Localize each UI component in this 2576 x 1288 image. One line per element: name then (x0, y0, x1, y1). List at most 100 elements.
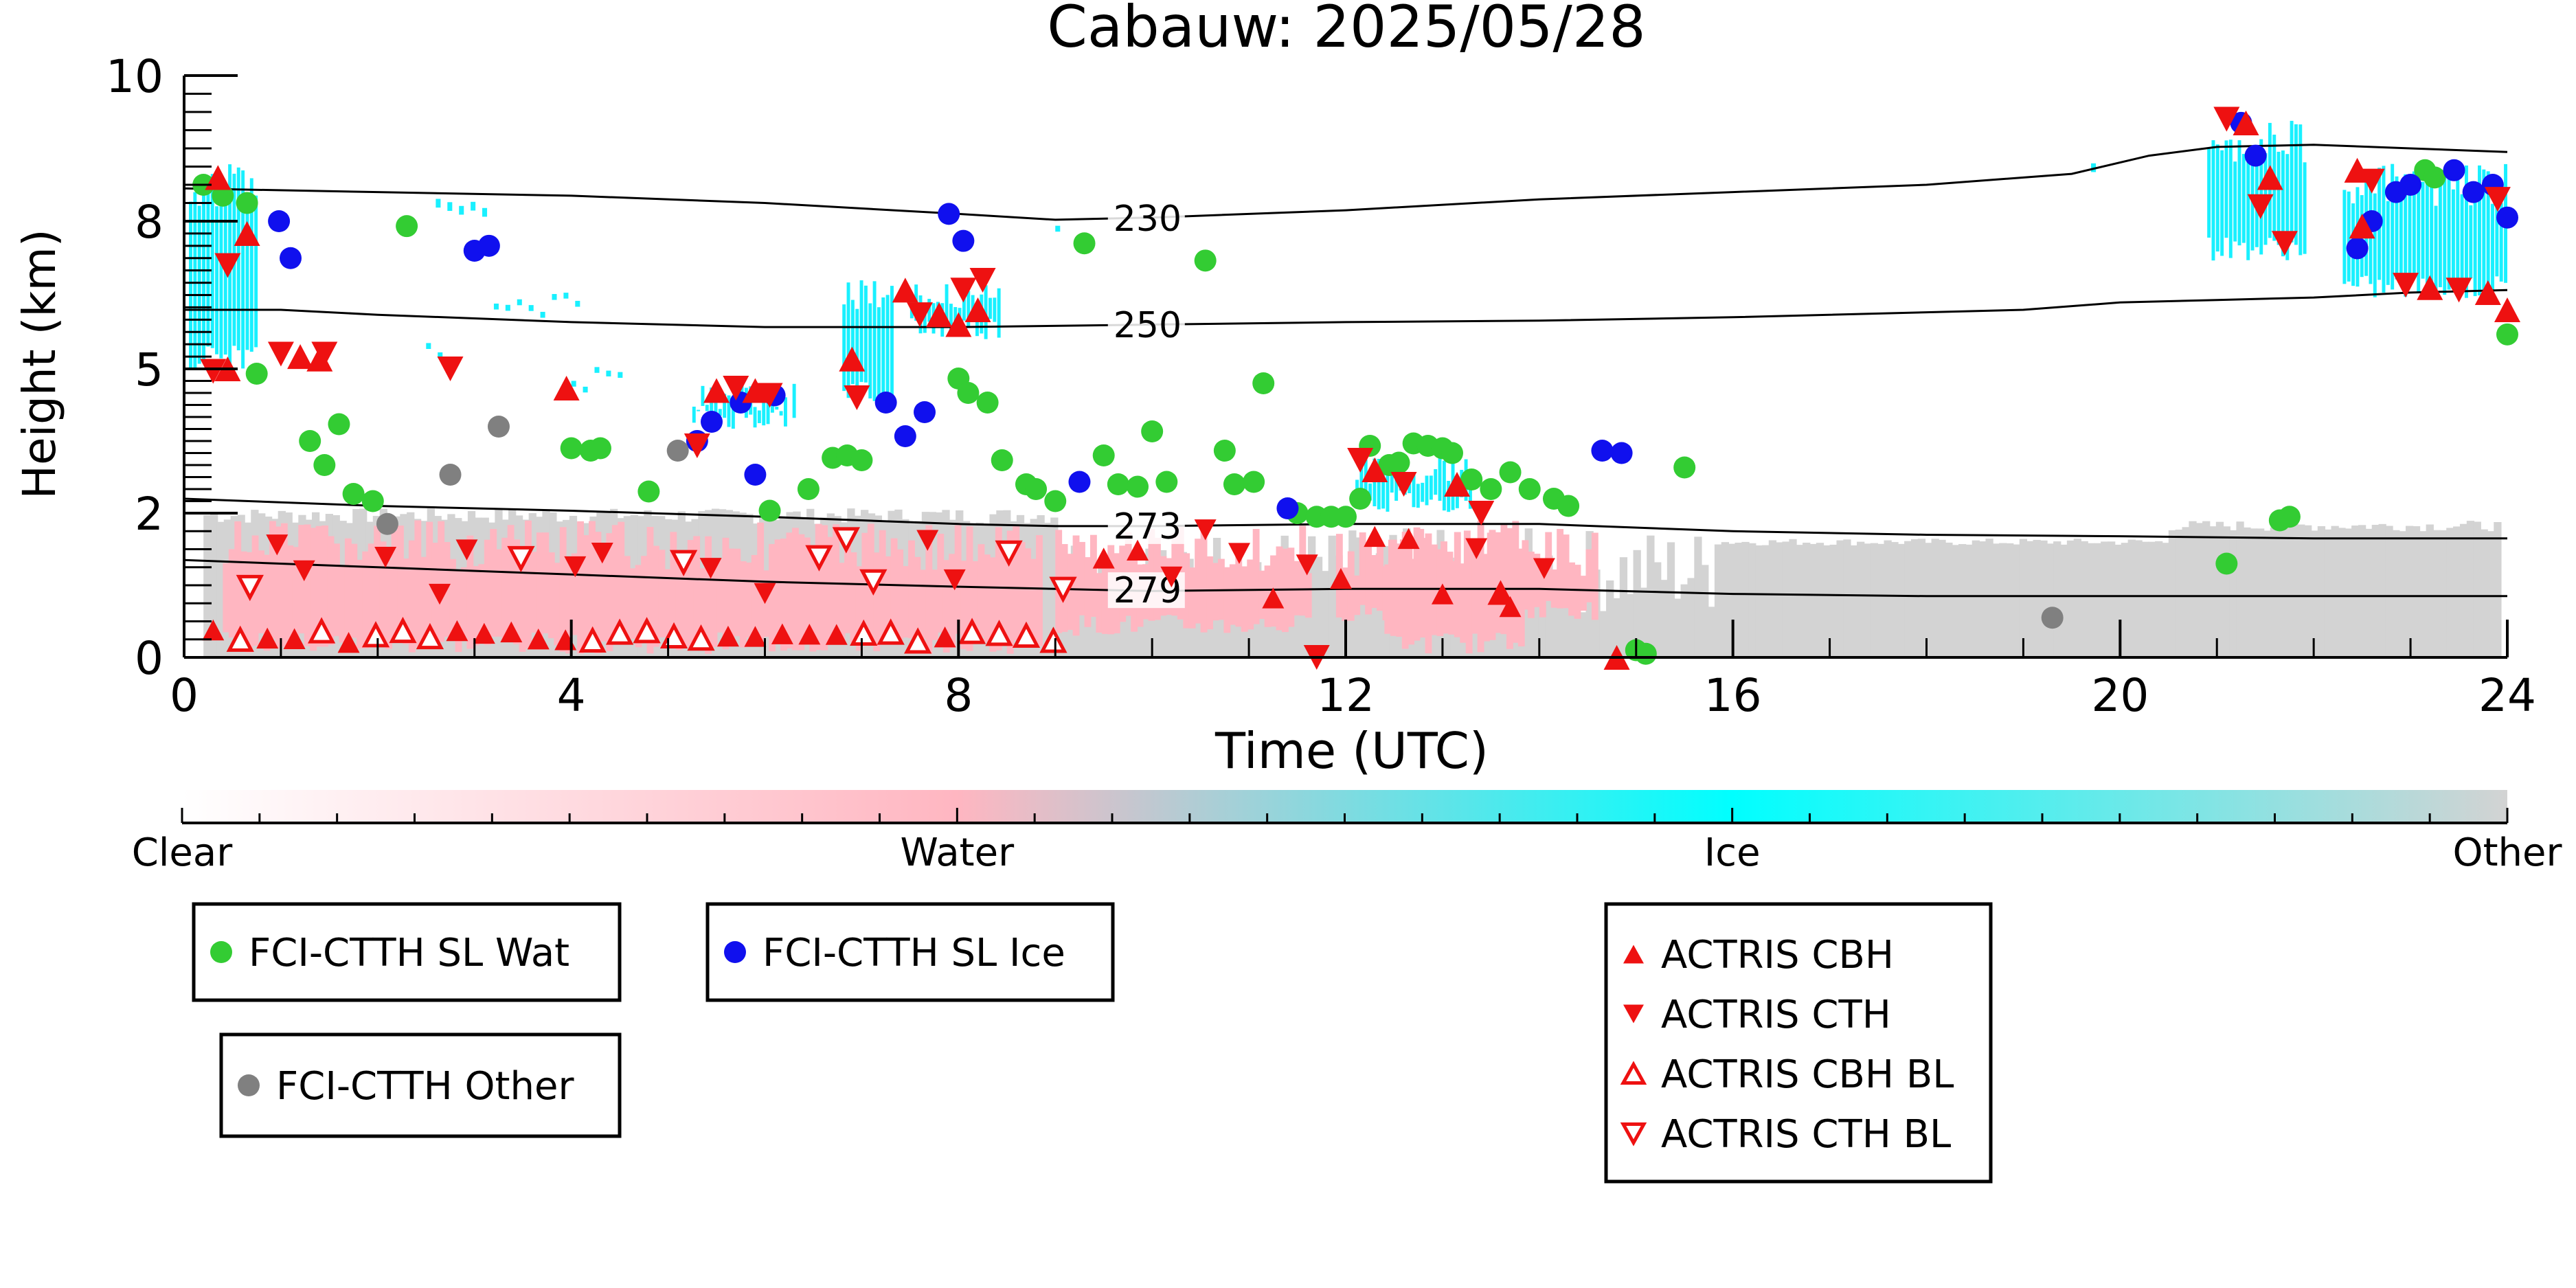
water-column (263, 554, 271, 651)
water-column (490, 528, 497, 637)
other-column (1091, 613, 1099, 657)
water-column (583, 535, 590, 650)
other-column (2006, 543, 2014, 657)
other-column (2127, 539, 2136, 657)
data-point (938, 203, 960, 225)
actris-marker (945, 312, 972, 337)
ice-column (1377, 458, 1381, 510)
ice-column (215, 206, 219, 354)
actris-marker (200, 359, 227, 384)
other-column (2114, 544, 2123, 657)
data-point (342, 483, 365, 505)
water-column (1574, 565, 1581, 619)
water-column (844, 541, 851, 633)
other-column (1301, 603, 1309, 657)
ice-speck (471, 201, 476, 211)
actris-marker (337, 631, 360, 653)
water-column (1018, 542, 1026, 647)
water-column (850, 552, 857, 643)
ice-column (2281, 150, 2285, 257)
water-column (751, 554, 758, 638)
water-column (1370, 555, 1378, 608)
water-column (472, 566, 479, 646)
other-column (1138, 613, 1146, 657)
actris-marker (578, 626, 607, 653)
colorbar: Clear Water Ice Other (132, 790, 2562, 875)
other-column (1633, 550, 1641, 657)
data-point (2244, 144, 2267, 167)
actris-marker (859, 569, 888, 596)
other-column (2453, 526, 2461, 657)
data-point (666, 440, 689, 462)
water-column (304, 524, 311, 646)
other-column (2080, 541, 2088, 657)
data-point (1460, 468, 1483, 490)
water-column (408, 540, 416, 653)
water-column (565, 558, 573, 654)
actris-marker (756, 383, 783, 408)
water-column (1512, 521, 1519, 643)
actris-marker (2417, 275, 2443, 300)
data-point (952, 229, 975, 252)
water-column (1258, 570, 1266, 619)
water-column (333, 543, 340, 637)
actris-marker (2247, 194, 2274, 219)
water-column (1024, 548, 1032, 635)
ice-speck (447, 202, 453, 212)
water-column (513, 539, 520, 644)
ice-speck (594, 367, 600, 373)
ice-column (1364, 460, 1368, 506)
other-column (1552, 599, 1560, 657)
water-column (379, 541, 387, 644)
data-point (236, 192, 258, 214)
ice-column (2391, 163, 2395, 290)
ice-column (1390, 471, 1394, 493)
ice-column (909, 307, 914, 319)
other-column (2101, 541, 2109, 657)
legend-box: ACTRIS CBH ACTRIS CTH ACTRIS CBH BL ACTRIS … (1604, 902, 1993, 1184)
actris-marker (798, 623, 821, 645)
water-column (507, 525, 515, 640)
other-column (1043, 523, 1052, 657)
water-column (1342, 567, 1349, 622)
actris-marker (771, 623, 793, 644)
actris-marker (744, 626, 767, 647)
water-column (344, 538, 352, 640)
ice-column (2425, 163, 2429, 291)
water-column (1390, 539, 1397, 636)
water-column (1396, 543, 1403, 637)
water-column (1533, 554, 1541, 607)
other-column (2208, 526, 2217, 657)
other-column (1538, 600, 1546, 657)
water-column (321, 525, 328, 647)
actris-marker (591, 542, 613, 564)
actris-marker (1390, 471, 1417, 497)
water-column (1359, 532, 1366, 605)
data-point (1107, 473, 1129, 495)
ice-column (993, 297, 997, 322)
actris-marker (311, 341, 338, 367)
ice-column (927, 299, 931, 322)
other-column (1755, 545, 1763, 657)
data-point (1634, 642, 1657, 665)
data-point (212, 184, 234, 207)
legend-marker (210, 941, 232, 963)
other-column (2473, 521, 2481, 657)
actris-marker (687, 624, 715, 651)
ice-column (842, 304, 846, 392)
y-tick-label: 5 (135, 343, 163, 396)
ice-speck (505, 304, 510, 311)
actris-marker (306, 346, 333, 372)
actris-marker (605, 618, 634, 645)
ice-column (2294, 124, 2298, 245)
water-column (1401, 532, 1409, 649)
water-column (1287, 547, 1295, 627)
water-column (623, 556, 631, 642)
other-column (1870, 543, 1879, 657)
ice-column (2447, 176, 2451, 290)
ice-column (2395, 176, 2399, 280)
other-column (1971, 540, 1980, 657)
ice-column (2215, 144, 2219, 252)
other-column (2432, 530, 2441, 657)
other-column (1910, 539, 1919, 657)
